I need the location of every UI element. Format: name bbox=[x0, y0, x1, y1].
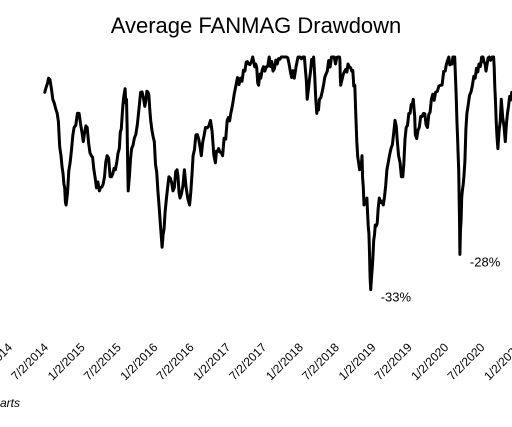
series-line bbox=[43, 55, 512, 292]
x-tick-label: 7/2/2020 bbox=[445, 340, 488, 383]
x-tick-label: 1/2/2017 bbox=[190, 340, 233, 383]
annotations: -33% -28% bbox=[381, 254, 501, 304]
x-axis-ticks: 1/2/20147/2/20141/2/20157/2/20151/2/2016… bbox=[0, 340, 512, 383]
x-tick-label: 7/2/2014 bbox=[8, 340, 51, 383]
annotation-label: -28% bbox=[470, 254, 501, 269]
x-tick-label: 1/2/2021 bbox=[481, 340, 512, 383]
chart-title: Average FANMAG Drawdown bbox=[111, 13, 402, 38]
x-tick-label: 7/2/2019 bbox=[372, 340, 415, 383]
x-tick-label: 1/2/2019 bbox=[336, 340, 379, 383]
x-tick-label: 1/2/2015 bbox=[45, 340, 88, 383]
x-tick-label: 1/2/2018 bbox=[263, 340, 306, 383]
source-note: arts bbox=[0, 396, 20, 410]
x-tick-label: 1/2/2020 bbox=[408, 340, 451, 383]
x-tick-label: 7/2/2015 bbox=[81, 340, 124, 383]
x-tick-label: 1/2/2016 bbox=[118, 340, 161, 383]
x-tick-label: 7/2/2018 bbox=[299, 340, 342, 383]
x-tick-label: 7/2/2016 bbox=[154, 340, 197, 383]
x-tick-label: 7/2/2017 bbox=[226, 340, 269, 383]
annotation-label: -33% bbox=[381, 290, 412, 305]
